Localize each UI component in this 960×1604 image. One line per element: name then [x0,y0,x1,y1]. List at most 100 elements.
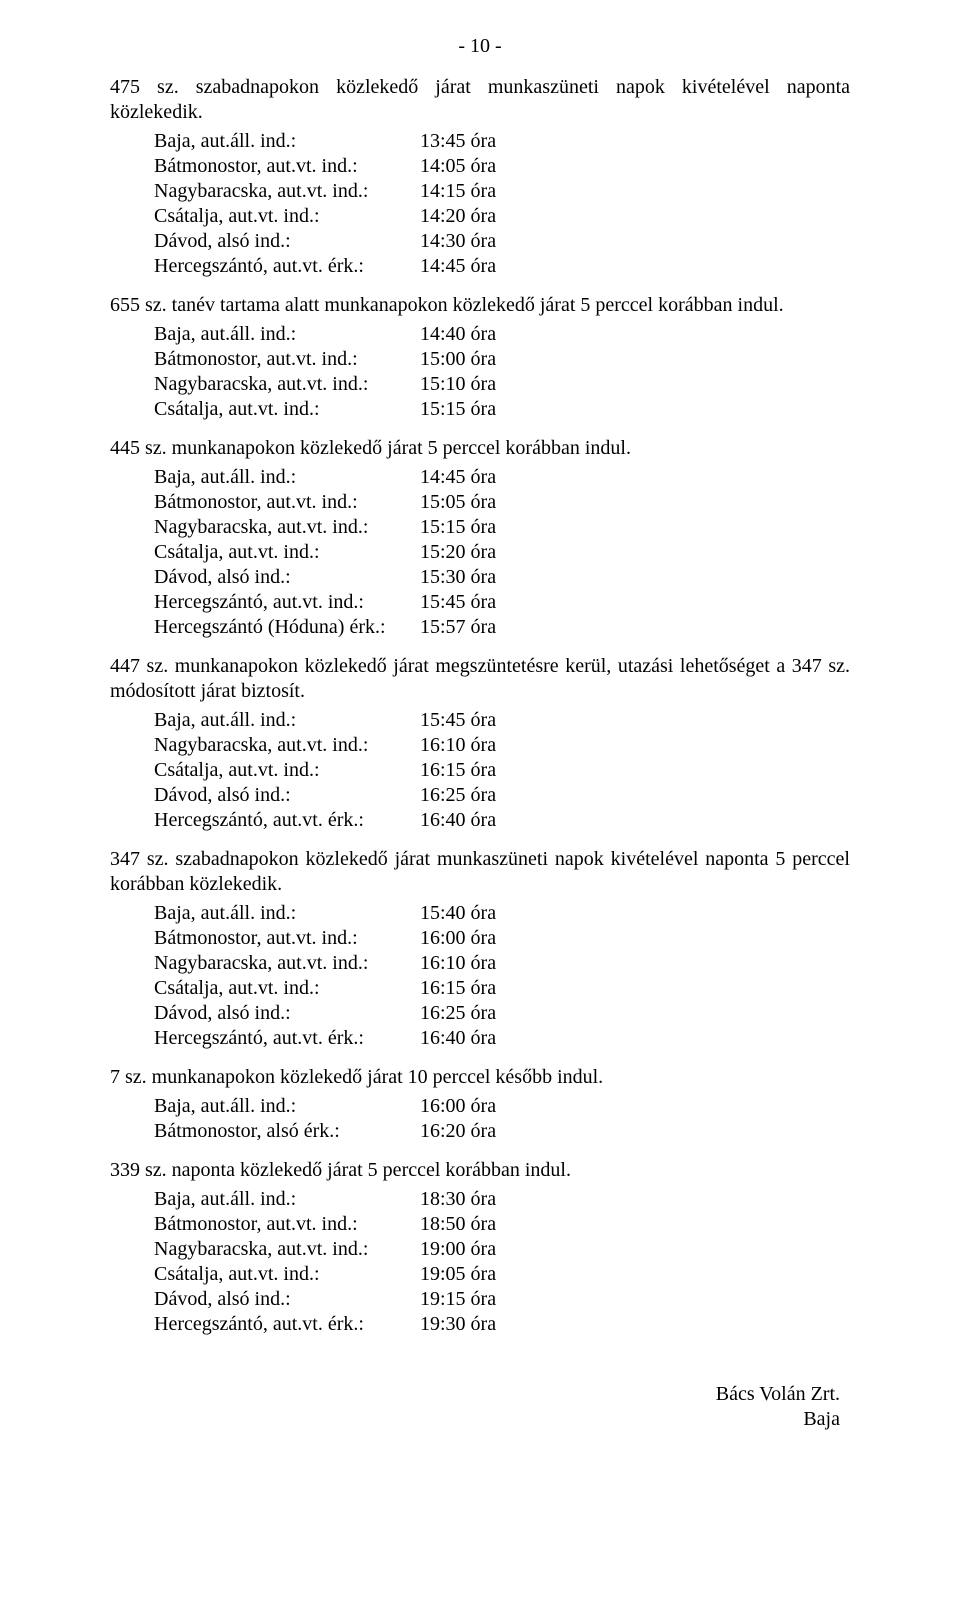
stop-time: 14:15 óra [410,179,850,204]
stop-time: 19:05 óra [410,1262,850,1287]
stop-label: Bátmonostor, alsó érk.: [110,1119,410,1144]
schedule-block: 447 sz. munkanapokon közlekedő járat meg… [110,654,850,833]
stop-label: Dávod, alsó ind.: [110,1001,410,1026]
schedule-row: Baja, aut.áll. ind.:18:30 óra [110,1187,850,1212]
stop-label: Dávod, alsó ind.: [110,1287,410,1312]
schedule-block: 445 sz. munkanapokon közlekedő járat 5 p… [110,436,850,640]
stop-label: Baja, aut.áll. ind.: [110,708,410,733]
footer: Bács Volán Zrt. Baja [110,1382,850,1432]
stop-time: 15:15 óra [410,515,850,540]
schedule-row: Hercegszántó, aut.vt. érk.:16:40 óra [110,1026,850,1051]
stop-time: 15:00 óra [410,347,850,372]
stop-label: Csátalja, aut.vt. ind.: [110,540,410,565]
schedule-row: Csátalja, aut.vt. ind.:15:15 óra [110,397,850,422]
schedule-row: Nagybaracska, aut.vt. ind.:16:10 óra [110,951,850,976]
stop-label: Bátmonostor, aut.vt. ind.: [110,154,410,179]
stop-label: Bátmonostor, aut.vt. ind.: [110,347,410,372]
block-intro: 339 sz. naponta közlekedő járat 5 percce… [110,1158,850,1183]
stop-label: Nagybaracska, aut.vt. ind.: [110,951,410,976]
schedule-row: Baja, aut.áll. ind.:14:40 óra [110,322,850,347]
schedule-block: 475 sz. szabadnapokon közlekedő járat mu… [110,75,850,279]
stop-time: 15:20 óra [410,540,850,565]
document-content: 475 sz. szabadnapokon közlekedő járat mu… [110,75,850,1337]
stop-time: 15:15 óra [410,397,850,422]
stop-label: Csátalja, aut.vt. ind.: [110,397,410,422]
schedule-row: Bátmonostor, aut.vt. ind.:16:00 óra [110,926,850,951]
schedule-row: Baja, aut.áll. ind.:15:40 óra [110,901,850,926]
schedule-row: Nagybaracska, aut.vt. ind.:15:15 óra [110,515,850,540]
stop-label: Baja, aut.áll. ind.: [110,1094,410,1119]
stop-label: Nagybaracska, aut.vt. ind.: [110,733,410,758]
page-number: - 10 - [110,34,850,59]
stop-label: Hercegszántó, aut.vt. ind.: [110,590,410,615]
schedule-row: Dávod, alsó ind.:16:25 óra [110,783,850,808]
stop-time: 19:30 óra [410,1312,850,1337]
schedule-row: Hercegszántó, aut.vt. érk.:19:30 óra [110,1312,850,1337]
stop-time: 16:15 óra [410,758,850,783]
stop-label: Hercegszántó (Hóduna) érk.: [110,615,410,640]
stop-label: Hercegszántó, aut.vt. érk.: [110,808,410,833]
schedule-row: Csátalja, aut.vt. ind.:16:15 óra [110,758,850,783]
block-intro: 655 sz. tanév tartama alatt munkanapokon… [110,293,850,318]
stop-label: Hercegszántó, aut.vt. érk.: [110,1312,410,1337]
schedule-row: Baja, aut.áll. ind.:15:45 óra [110,708,850,733]
stop-label: Nagybaracska, aut.vt. ind.: [110,1237,410,1262]
stop-label: Bátmonostor, aut.vt. ind.: [110,926,410,951]
stop-label: Bátmonostor, aut.vt. ind.: [110,490,410,515]
stop-time: 16:40 óra [410,1026,850,1051]
stop-label: Csátalja, aut.vt. ind.: [110,1262,410,1287]
stop-time: 14:45 óra [410,254,850,279]
stop-label: Csátalja, aut.vt. ind.: [110,758,410,783]
stop-time: 16:20 óra [410,1119,850,1144]
stop-time: 16:25 óra [410,1001,850,1026]
schedule-row: Dávod, alsó ind.:19:15 óra [110,1287,850,1312]
stop-time: 16:10 óra [410,951,850,976]
block-intro: 447 sz. munkanapokon közlekedő járat meg… [110,654,850,704]
schedule-block: 655 sz. tanév tartama alatt munkanapokon… [110,293,850,422]
schedule-block: 7 sz. munkanapokon közlekedő járat 10 pe… [110,1065,850,1144]
stop-label: Csátalja, aut.vt. ind.: [110,204,410,229]
stop-label: Baja, aut.áll. ind.: [110,901,410,926]
schedule-row: Nagybaracska, aut.vt. ind.:19:00 óra [110,1237,850,1262]
stop-time: 19:15 óra [410,1287,850,1312]
stop-time: 15:45 óra [410,708,850,733]
stop-time: 16:15 óra [410,976,850,1001]
schedule-row: Csátalja, aut.vt. ind.:19:05 óra [110,1262,850,1287]
stop-label: Csátalja, aut.vt. ind.: [110,976,410,1001]
schedule-row: Hercegszántó, aut.vt. érk.:16:40 óra [110,808,850,833]
stop-label: Baja, aut.áll. ind.: [110,465,410,490]
stop-time: 18:30 óra [410,1187,850,1212]
schedule-row: Hercegszántó (Hóduna) érk.:15:57 óra [110,615,850,640]
schedule-row: Hercegszántó, aut.vt. érk.:14:45 óra [110,254,850,279]
stop-time: 15:05 óra [410,490,850,515]
stop-label: Dávod, alsó ind.: [110,229,410,254]
block-intro: 475 sz. szabadnapokon közlekedő járat mu… [110,75,850,125]
schedule-row: Bátmonostor, aut.vt. ind.:14:05 óra [110,154,850,179]
stop-time: 16:00 óra [410,1094,850,1119]
block-intro: 347 sz. szabadnapokon közlekedő járat mu… [110,847,850,897]
schedule-row: Bátmonostor, aut.vt. ind.:15:00 óra [110,347,850,372]
schedule-row: Bátmonostor, alsó érk.:16:20 óra [110,1119,850,1144]
stop-label: Dávod, alsó ind.: [110,565,410,590]
stop-time: 14:45 óra [410,465,850,490]
footer-line-2: Baja [110,1407,840,1432]
schedule-row: Dávod, alsó ind.:14:30 óra [110,229,850,254]
stop-time: 18:50 óra [410,1212,850,1237]
stop-label: Hercegszántó, aut.vt. érk.: [110,254,410,279]
stop-time: 16:00 óra [410,926,850,951]
schedule-row: Dávod, alsó ind.:16:25 óra [110,1001,850,1026]
stop-time: 19:00 óra [410,1237,850,1262]
stop-label: Hercegszántó, aut.vt. érk.: [110,1026,410,1051]
stop-time: 16:25 óra [410,783,850,808]
stop-time: 14:05 óra [410,154,850,179]
schedule-row: Baja, aut.áll. ind.:14:45 óra [110,465,850,490]
stop-label: Bátmonostor, aut.vt. ind.: [110,1212,410,1237]
schedule-block: 347 sz. szabadnapokon közlekedő járat mu… [110,847,850,1051]
stop-time: 13:45 óra [410,129,850,154]
stop-time: 14:20 óra [410,204,850,229]
stop-label: Baja, aut.áll. ind.: [110,129,410,154]
stop-time: 16:40 óra [410,808,850,833]
schedule-row: Nagybaracska, aut.vt. ind.:16:10 óra [110,733,850,758]
stop-time: 15:45 óra [410,590,850,615]
schedule-row: Hercegszántó, aut.vt. ind.:15:45 óra [110,590,850,615]
